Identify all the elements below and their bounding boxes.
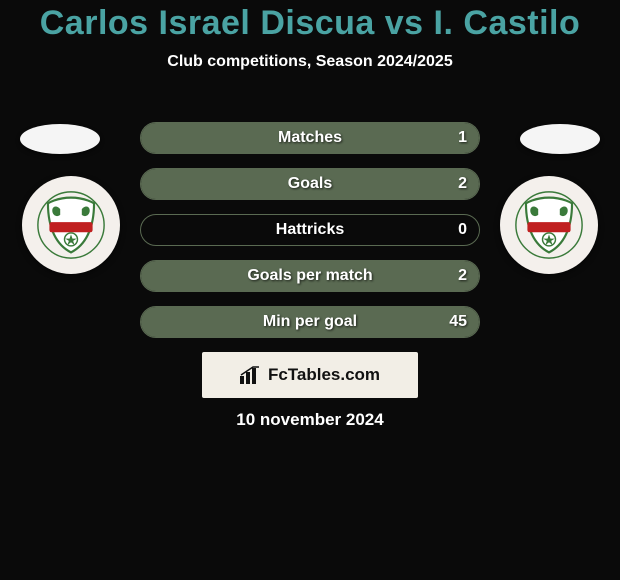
flag-right: [520, 124, 600, 154]
stat-row: Goals per match 2: [140, 260, 480, 292]
crest-right: [500, 176, 598, 274]
bars-icon: [240, 366, 262, 384]
stat-row: Hattricks 0: [140, 214, 480, 246]
page-title: Carlos Israel Discua vs I. Castilo: [0, 4, 620, 43]
stat-label: Matches: [278, 129, 342, 147]
stat-value-right: 0: [458, 221, 467, 239]
date-text: 10 november 2024: [0, 410, 620, 430]
stat-value-right: 2: [458, 267, 467, 285]
stat-label: Hattricks: [276, 221, 344, 239]
title-player1: Carlos Israel Discua: [40, 4, 375, 42]
flag-left: [20, 124, 100, 154]
title-vs: vs: [385, 4, 424, 42]
stat-label: Goals per match: [247, 267, 372, 285]
title-player2: I. Castilo: [434, 4, 581, 42]
stat-row: Matches 1: [140, 122, 480, 154]
crest-left: [22, 176, 120, 274]
stats-panel: Matches 1 Goals 2 Hattricks 0 Goals per match 2…: [140, 122, 480, 352]
shield-icon: [513, 189, 585, 261]
stat-label: Min per goal: [263, 313, 357, 331]
stat-row: Goals 2: [140, 168, 480, 200]
shield-icon: [35, 189, 107, 261]
stat-label: Goals: [288, 175, 332, 193]
stat-value-right: 45: [449, 313, 467, 331]
stat-value-right: 2: [458, 175, 467, 193]
stat-value-right: 1: [458, 129, 467, 147]
comparison-card: Carlos Israel Discua vs I. Castilo Club …: [0, 0, 620, 580]
brand-box: FcTables.com: [202, 352, 418, 398]
brand-text: FcTables.com: [268, 365, 380, 385]
subtitle: Club competitions, Season 2024/2025: [0, 53, 620, 71]
stat-row: Min per goal 45: [140, 306, 480, 338]
